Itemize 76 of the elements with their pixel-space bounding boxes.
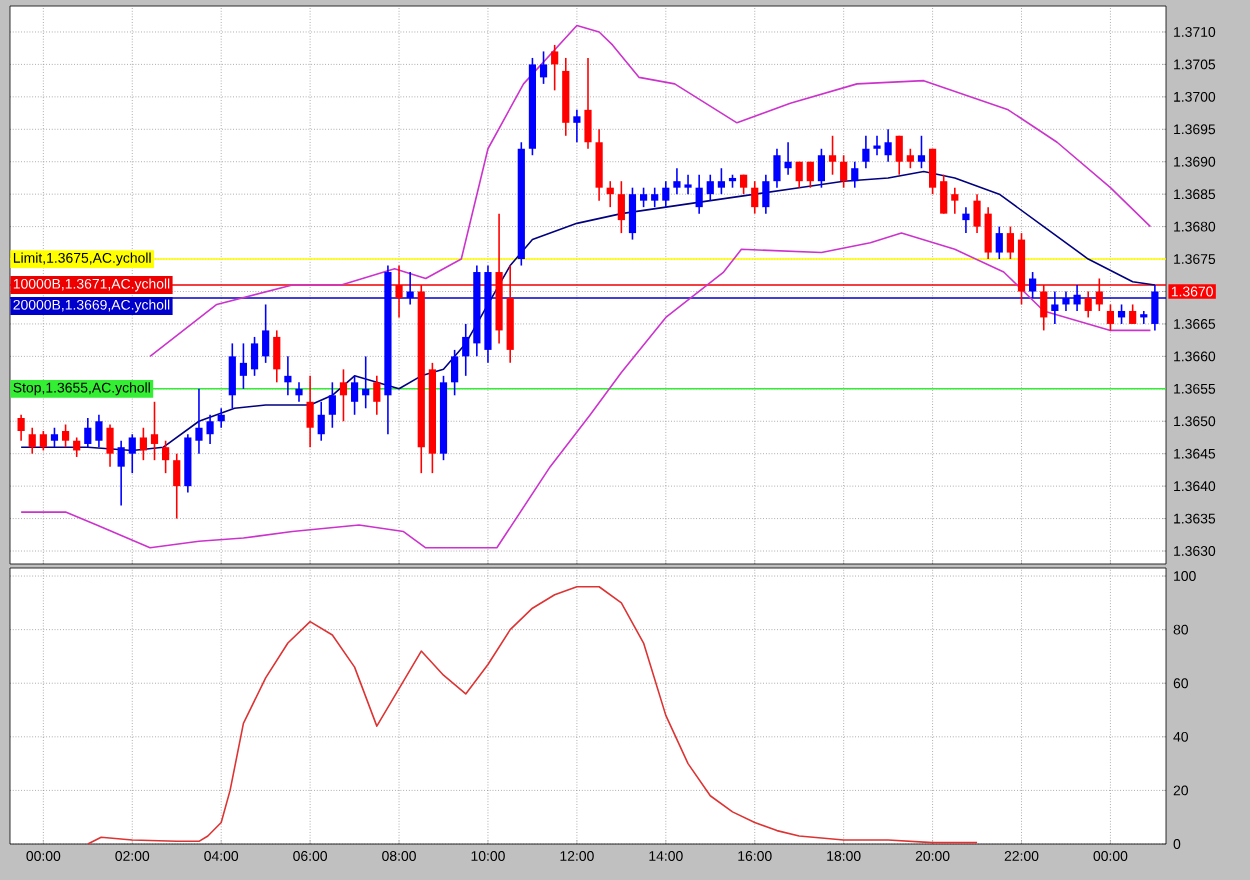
candlestick — [617, 180, 625, 234]
candlestick — [1129, 303, 1137, 325]
candlestick — [895, 134, 903, 176]
candlestick — [584, 57, 592, 150]
candlestick — [1095, 277, 1103, 312]
candlestick — [817, 147, 826, 189]
candlestick — [1140, 310, 1148, 325]
candlestick — [995, 225, 1003, 260]
candlestick — [117, 439, 125, 507]
candlestick — [1151, 284, 1159, 332]
candlestick — [639, 186, 648, 208]
candlestick — [851, 160, 859, 189]
candlestick — [962, 206, 970, 234]
candlestick — [806, 160, 814, 189]
candlestick — [406, 271, 414, 306]
candlestick — [662, 180, 670, 208]
candlestick — [984, 206, 992, 260]
candlestick — [951, 186, 959, 215]
candlestick — [1051, 290, 1059, 325]
candlestick — [228, 342, 236, 410]
candlestick — [828, 134, 837, 176]
candlestick — [73, 436, 81, 458]
candlestick — [595, 128, 603, 202]
candlestick — [39, 430, 47, 452]
candlestick — [61, 423, 70, 449]
candlestick — [451, 349, 459, 397]
candlestick — [751, 180, 759, 215]
candlestick — [95, 413, 103, 449]
candlestick — [328, 381, 336, 429]
candlestick — [128, 433, 136, 474]
candlestick — [573, 109, 581, 144]
candlestick — [928, 147, 937, 195]
candlestick — [1040, 284, 1048, 332]
candlestick — [884, 128, 892, 163]
candlestick — [239, 342, 248, 390]
candlestick — [762, 173, 770, 215]
candlestick — [28, 426, 36, 455]
candlestick — [1029, 271, 1037, 299]
candlestick — [317, 400, 325, 442]
candlestick — [106, 423, 114, 468]
candlestick — [1006, 225, 1014, 260]
candlestick — [139, 426, 147, 461]
candlestick — [1106, 303, 1115, 332]
candlestick — [339, 368, 348, 423]
candlestick — [695, 173, 703, 215]
candlestick — [273, 329, 281, 384]
candlestick — [628, 186, 637, 241]
candlestick — [717, 167, 725, 195]
candlestick — [1084, 290, 1092, 319]
candlestick — [873, 134, 881, 157]
candlestick — [906, 147, 914, 170]
candlestick — [462, 323, 470, 377]
candlestick — [795, 160, 803, 189]
candlestick — [940, 173, 948, 215]
candlestick — [262, 303, 270, 364]
candlestick — [150, 400, 159, 461]
candlestick — [350, 375, 359, 416]
candlestick — [373, 375, 381, 416]
candlestick — [551, 44, 559, 92]
line-series — [87, 585, 978, 845]
candlestick — [162, 439, 170, 474]
candlestick — [539, 50, 548, 85]
candlestick — [840, 154, 848, 189]
candlestick — [395, 264, 403, 319]
candlestick — [651, 186, 659, 208]
candlestick — [862, 134, 870, 170]
candlestick — [173, 452, 181, 520]
candlestick — [250, 336, 259, 377]
candlestick — [917, 134, 926, 170]
candlestick — [306, 375, 314, 449]
candlestick — [295, 381, 303, 403]
candlestick — [17, 413, 25, 442]
candlestick — [973, 193, 981, 234]
candlestick — [84, 417, 92, 449]
candlestick — [50, 426, 59, 449]
candlestick — [706, 173, 714, 202]
